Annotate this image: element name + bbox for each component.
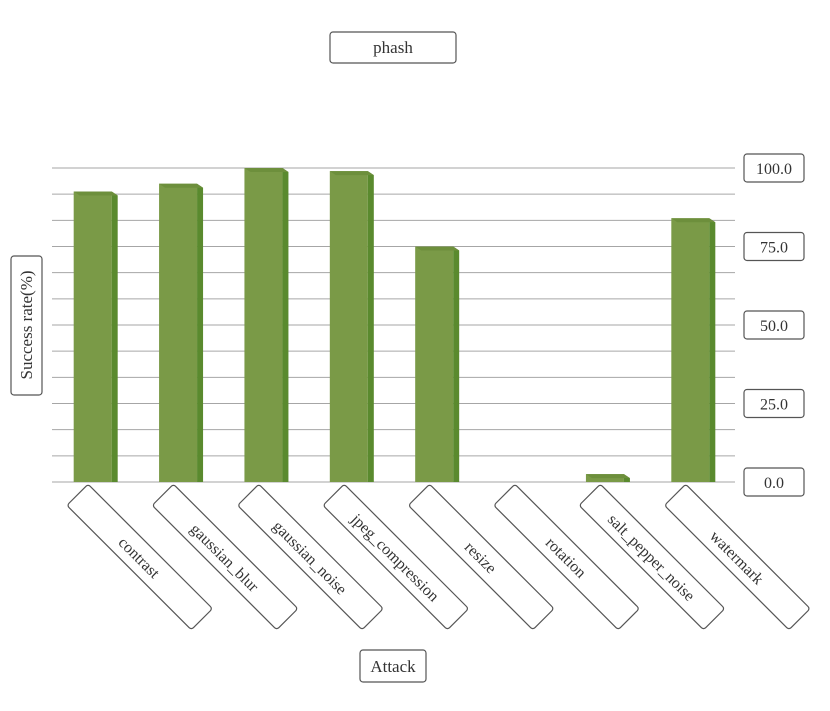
y-tick-label: 50.0 [760,318,788,335]
x-axis-label-text: Attack [370,657,416,676]
bar-front [159,183,198,482]
bar [329,171,374,482]
chart-title-text: phash [373,38,413,57]
x-tick-label: gaussian_noise [269,518,350,599]
bar-front [671,218,710,483]
bar-side [282,168,289,482]
bar-front [329,171,368,482]
bar-top [585,474,630,479]
y-tick-labels: 0.0 25.0 50.0 75.0 100.0 [743,153,805,497]
bar [415,246,460,482]
y-tick: 0.0 [743,467,805,497]
bar-top [671,218,716,223]
bars [73,168,716,483]
bar [159,183,204,482]
bar-front [244,168,283,482]
bar-front [415,246,454,482]
bar [244,168,289,482]
x-tick-label: gaussian_blur [187,521,262,596]
y-axis-label: Success rate(%) [10,255,43,396]
y-tick-label: 100.0 [756,161,792,178]
bar [73,191,118,483]
bar-top [415,246,460,251]
y-tick-label: 25.0 [760,397,788,414]
y-axis-label-text: Success rate(%) [17,270,36,379]
y-tick-label: 75.0 [760,240,788,257]
y-tick: 100.0 [743,153,805,183]
y-tick: 50.0 [743,310,805,340]
bar [671,218,716,483]
bar-front [73,191,112,483]
y-tick: 75.0 [743,231,805,262]
x-axis-label: Attack [359,649,427,683]
bar-top [329,171,374,176]
bar-top [73,191,118,196]
x-tick: resize [408,484,554,630]
gridlines [52,167,735,483]
bar-side [111,191,118,483]
bar-side [709,218,716,483]
y-tick: 25.0 [743,388,805,419]
x-tick-labels: contrast gaussian_blur gaussian_noisejpeg_… [67,484,810,630]
y-tick-label: 0.0 [764,475,784,492]
bar-top [159,183,204,188]
bar-side [453,246,460,482]
bar [585,474,630,482]
bar-side [197,183,204,482]
chart-title: phash [329,31,457,64]
bar-top [244,168,289,172]
bar-side [367,171,374,482]
